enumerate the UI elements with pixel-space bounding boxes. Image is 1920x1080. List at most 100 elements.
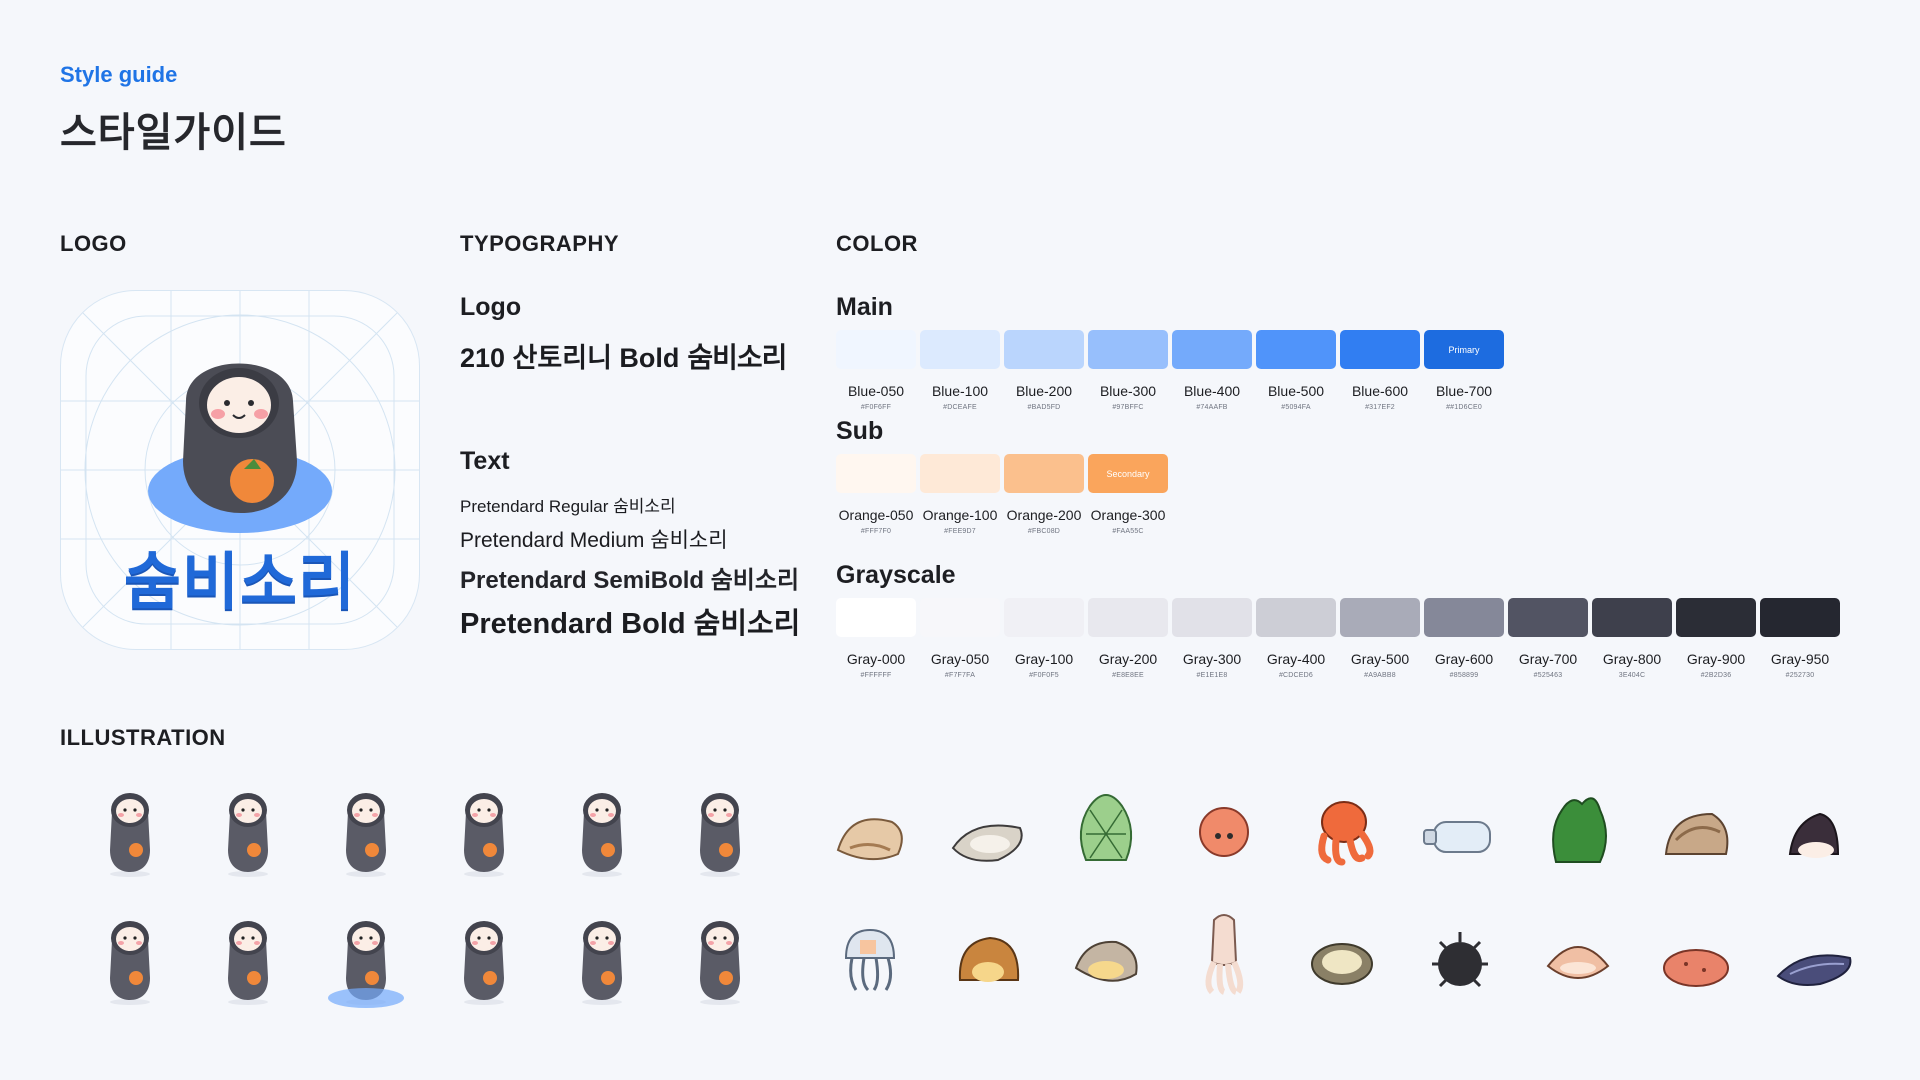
swatch-orange-300: Secondary Orange-300 #FAA55C (1088, 454, 1168, 535)
swatch-gray-900: Gray-900 #2B2D36 (1676, 598, 1756, 679)
swatch-hex: #E1E1E8 (1196, 672, 1228, 679)
swatch-gray-000: Gray-000 #FFFFFF (836, 598, 916, 679)
swatch-chip (1256, 330, 1336, 369)
swatch-gray-600: Gray-600 #858899 (1424, 598, 1504, 679)
swatch-blue-600: Blue-600 #317EF2 (1340, 330, 1420, 411)
swatch-name: Blue-100 (931, 383, 989, 399)
logo-font-name: 210 산토리니 Bold (460, 343, 680, 373)
color-sub-title: Sub (836, 417, 884, 445)
swatch-chip (1088, 330, 1168, 369)
swatch-chip (836, 330, 916, 369)
swatch-chip (1424, 598, 1504, 637)
swatch-name: Gray-500 (1350, 651, 1410, 667)
conch-shell-illustration (820, 770, 920, 880)
logo-wordmark: 숨비소리 (123, 545, 357, 618)
grayscale-color-row: Gray-000 #FFFFFF Gray-050 #F7F7FA Gray-100 #F… (836, 598, 1840, 679)
swatch-blue-300: Blue-300 #97BFFC (1088, 330, 1168, 411)
swatch-hex: #F7F7FA (944, 672, 976, 679)
swatch-hex: #F0F6FF (860, 404, 892, 411)
typography-bold-sample: Pretendard Bold 숨비소리 (460, 608, 801, 640)
swatch-name: Gray-700 (1518, 651, 1578, 667)
swatch-name: Gray-050 (930, 651, 990, 667)
diver-waving-illustration (198, 770, 298, 880)
sea-urchin-illustration (1410, 898, 1510, 1008)
logo-guide-grid (61, 291, 419, 649)
swatch-gray-050: Gray-050 #F7F7FA (920, 598, 1000, 679)
oyster-illustration (938, 770, 1038, 880)
typography-logo-heading: Logo (460, 293, 522, 321)
typography-semibold-sample: Pretendard SemiBold 숨비소리 (460, 567, 800, 594)
swatch-hex: #A9ABB8 (1364, 672, 1396, 679)
swatch-hex: #FEE9D7 (944, 528, 976, 535)
swatch-hex: #F0F0F5 (1029, 672, 1059, 679)
turban-shell-illustration (938, 898, 1038, 1008)
swatch-chip (836, 454, 916, 493)
diver-peeking-illustration (80, 898, 180, 1008)
diver-side-view-illustration (316, 770, 416, 880)
typography-medium-sample: Pretendard Medium 숨비소리 (460, 529, 728, 552)
swatch-gray-300: Gray-300 #E1E1E8 (1172, 598, 1252, 679)
swatch-hex: #252730 (1785, 672, 1815, 679)
sub-color-row: Orange-050 #FFF7F0 Orange-100 #FEE9D7 Orange… (836, 454, 1168, 535)
swatch-hex: #E8E8EE (1112, 672, 1144, 679)
typography-regular-sample: Pretendard Regular 숨비소리 (460, 497, 676, 516)
mussel-illustration (1764, 898, 1864, 1008)
diver-sitting-in-water-illustration (316, 898, 416, 1008)
swatch-chip: Primary (1424, 330, 1504, 369)
swatch-chip (1340, 330, 1420, 369)
diver-laughing-illustration (198, 898, 298, 1008)
swatch-hex: #FBC08D (1027, 528, 1061, 535)
swatch-name: Blue-300 (1099, 383, 1157, 399)
swatch-chip (1340, 598, 1420, 637)
swatch-chip (1256, 598, 1336, 637)
swatch-chip (1508, 598, 1588, 637)
logo-font-sample: 숨비소리 (687, 341, 787, 374)
swatch-chip (1172, 598, 1252, 637)
swatch-blue-050: Blue-050 #F0F6FF (836, 330, 916, 411)
swatch-hex: #74AAFB (1196, 404, 1228, 411)
main-color-row: Blue-050 #F0F6FF Blue-100 #DCEAFE Blue-200 #B… (836, 330, 1504, 411)
swatch-name: Blue-200 (1015, 383, 1073, 399)
swatch-hex: #CDCED6 (1278, 672, 1314, 679)
swatch-blue-200: Blue-200 #BAD5FD (1004, 330, 1084, 411)
swatch-blue-700: Primary Blue-700 ##1D6CE0 (1424, 330, 1504, 411)
squid-illustration (1174, 898, 1274, 1008)
color-main-title: Main (836, 293, 893, 321)
diver-running-illustration (552, 770, 652, 880)
swatch-orange-100: Orange-100 #FEE9D7 (920, 454, 1000, 535)
swatch-chip (1676, 598, 1756, 637)
color-section-title: COLOR (836, 231, 918, 256)
swatch-chip (920, 454, 1000, 493)
swatch-chip (920, 330, 1000, 369)
hermit-shell-illustration (1646, 770, 1746, 880)
page-title: 스타일가이드 (60, 111, 287, 155)
swatch-blue-400: Blue-400 #74AAFB (1172, 330, 1252, 411)
swatch-gray-200: Gray-200 #E8E8EE (1088, 598, 1168, 679)
swatch-hex: #317EF2 (1365, 404, 1395, 411)
swatch-hex: #FFF7F0 (860, 528, 892, 535)
swatch-gray-950: Gray-950 #252730 (1760, 598, 1840, 679)
swatch-chip (1004, 454, 1084, 493)
octopus-illustration (1292, 770, 1392, 880)
logo-diver-mascot (183, 363, 297, 513)
swatch-chip (1004, 598, 1084, 637)
app-logo: 숨비소리 (60, 290, 420, 650)
swatch-name: Blue-050 (847, 383, 905, 399)
swatch-name: Gray-100 (1014, 651, 1074, 667)
swatch-chip (1172, 330, 1252, 369)
typography-section-title: TYPOGRAPHY (460, 231, 620, 256)
diver-heart-illustration (670, 898, 770, 1008)
swatch-name: Gray-000 (846, 651, 906, 667)
swatch-chip (1088, 598, 1168, 637)
swatch-hex: #BAD5FD (1027, 404, 1061, 411)
header-kicker: Style guide (60, 62, 178, 87)
diver-raise-hand-illustration (434, 770, 534, 880)
plastic-bottle-illustration (1410, 770, 1510, 880)
diver-swimming-illustration (434, 898, 534, 1008)
swatch-gray-800: Gray-800 3E404C (1592, 598, 1672, 679)
swatch-name: Blue-500 (1267, 383, 1325, 399)
swatch-gray-700: Gray-700 #525463 (1508, 598, 1588, 679)
swatch-blue-500: Blue-500 #5094FA (1256, 330, 1336, 411)
diver-diving-illustration (552, 898, 652, 1008)
swatch-chip (836, 598, 916, 637)
